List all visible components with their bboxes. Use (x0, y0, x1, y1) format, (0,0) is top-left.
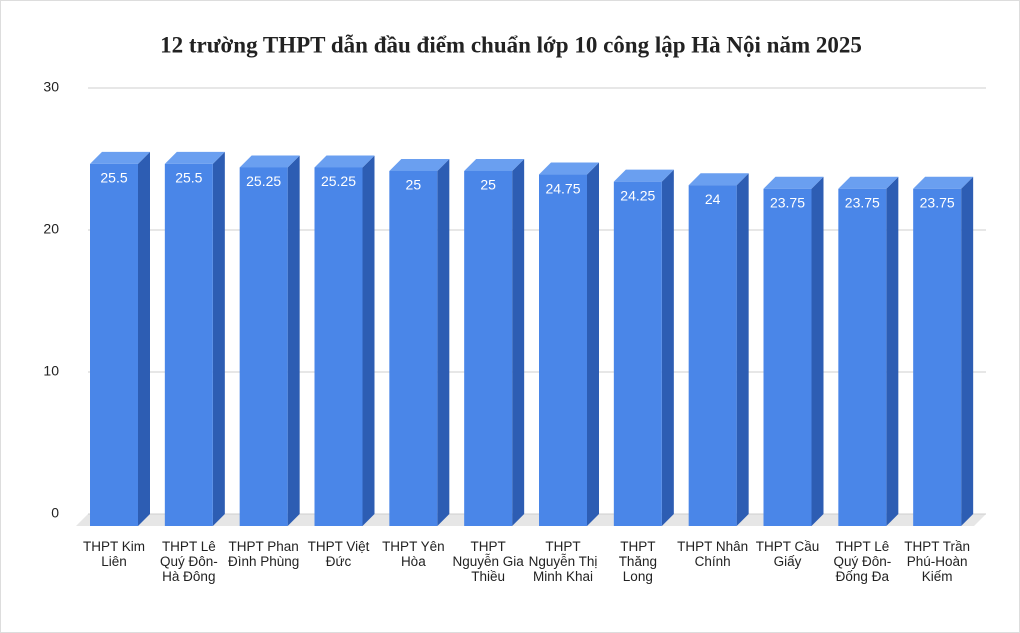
value-label: 23.75 (920, 194, 955, 210)
value-label: 23.75 (770, 194, 805, 210)
bar-side (138, 151, 150, 526)
x-tick-label: THPT Nhân Chính (677, 539, 749, 569)
bar (688, 185, 737, 526)
bar (613, 181, 662, 526)
x-tick-label: THPT Phan Đình Phùng (228, 539, 300, 569)
bar-side (661, 169, 674, 526)
x-tick-label: THPT Nguyễn Thị Minh Khai (528, 539, 598, 584)
value-label: 24.75 (545, 180, 580, 196)
bar-side (736, 173, 749, 526)
bar (464, 171, 513, 526)
bar-top (164, 151, 225, 164)
bar-side (512, 159, 525, 526)
value-label: 25.5 (100, 170, 127, 186)
bar-side (362, 155, 375, 526)
bar (913, 188, 962, 526)
bar-side (886, 176, 899, 526)
bar-top (464, 159, 525, 171)
x-tick-label: THPT Yên Hòa (382, 539, 445, 569)
x-tick-label: THPT Lê Quý Đôn-Đống Đa (833, 539, 892, 584)
x-tick-label: THPT Nguyễn Gia Thiều (452, 539, 524, 584)
floor (76, 514, 986, 526)
y-tick-label: 0 (51, 505, 59, 521)
x-tick-label: THPT Lê Quý Đôn-Hà Đông (159, 539, 218, 584)
bar (314, 167, 363, 526)
bar-top (314, 155, 375, 168)
bar (90, 163, 138, 526)
value-label: 25.25 (321, 173, 356, 189)
bar-side (212, 151, 225, 526)
bar-top (913, 176, 974, 189)
x-tick-label: THPT Việt Đức (307, 539, 370, 569)
value-label: 25 (480, 177, 496, 193)
value-label: 25.25 (246, 173, 281, 189)
bar-side (811, 176, 824, 526)
bar-side (437, 159, 450, 526)
bar-top (389, 159, 450, 171)
y-tick-label: 20 (43, 221, 59, 237)
bar-side (587, 162, 599, 527)
bar-top (613, 169, 674, 182)
bar (239, 167, 288, 526)
value-label: 25.5 (175, 170, 202, 186)
bar-top (688, 173, 749, 186)
bar-side (287, 155, 300, 526)
value-label: 24 (705, 191, 721, 207)
chart-title: 12 trường THPT dẫn đầu điểm chuẩn lớp 10… (160, 32, 862, 57)
value-label: 23.75 (845, 194, 880, 210)
bar (389, 171, 438, 526)
x-tick-label: THPT Cầu Giấy (755, 539, 820, 569)
bar-top (539, 162, 599, 175)
value-label: 24.25 (620, 187, 655, 203)
bar (539, 174, 587, 527)
bar-side (961, 176, 974, 526)
bar-top (90, 151, 150, 164)
bar (838, 188, 887, 526)
value-label: 25 (406, 177, 422, 193)
bar-top (838, 176, 899, 189)
x-tick-label: THPT Trần Phú-Hoàn Kiếm (904, 539, 971, 584)
bar (164, 163, 213, 526)
bar-top (239, 155, 300, 168)
bar-top (763, 176, 824, 189)
bar (763, 188, 812, 526)
y-tick-label: 10 (43, 363, 59, 379)
x-tick-label: THPT Kim Liên (82, 539, 145, 569)
y-tick-label: 30 (43, 79, 59, 95)
x-tick-label: THPT Thăng Long (618, 539, 657, 584)
